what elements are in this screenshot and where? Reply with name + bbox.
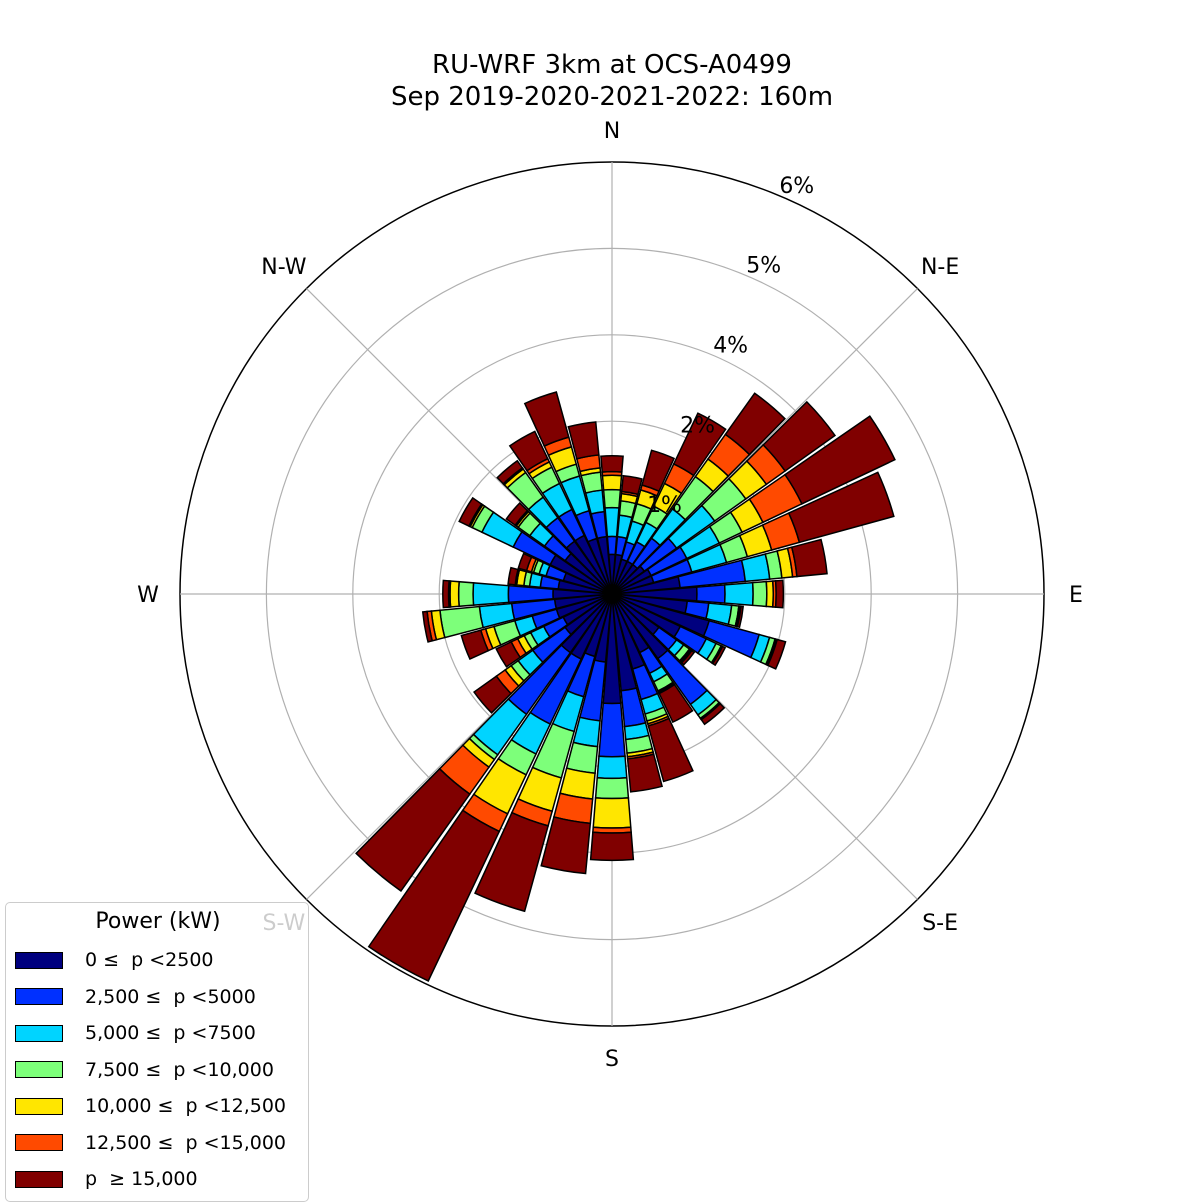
- legend-label: 7,500 ≤ p <10,000: [85, 1058, 274, 1081]
- radial-tick-label: 4%: [713, 334, 748, 359]
- bar-dir-260-bin-6: [421, 610, 434, 643]
- bar-dir-310-bin-6: [505, 501, 529, 527]
- legend-entry: 12,500 ≤ p <15,000: [15, 1132, 286, 1154]
- bar-dir-200-bin-6: [474, 811, 550, 913]
- bar-dir-120-bin-6: [711, 645, 727, 667]
- bar-dir-0-bin-3: [602, 488, 622, 509]
- bar-dir-270-bin-6: [442, 579, 450, 609]
- bar-dir-220-bin-6: [355, 767, 471, 893]
- bar-dir-190-bin-6: [540, 816, 592, 875]
- legend: Power (kW) 0 ≤ p <2500 2,500 ≤ p <5000 5,0…: [5, 902, 309, 1202]
- bar-dir-50-bin-6: [762, 400, 837, 473]
- bars: [355, 391, 896, 982]
- legend-label: 12,500 ≤ p <15,000: [85, 1131, 287, 1154]
- radial-tick-label: 6%: [779, 174, 814, 199]
- bar-dir-20-bin-6: [641, 449, 676, 493]
- bar-dir-180-bin-3: [594, 776, 630, 800]
- bar-dir-0-bin-2: [604, 506, 620, 538]
- legend-label: 2,500 ≤ p <5000: [85, 985, 256, 1008]
- bar-dir-180-bin-4: [592, 797, 632, 829]
- bar-dir-160-bin-6: [647, 717, 694, 783]
- bar-dir-90-bin-1: [695, 584, 726, 604]
- bar-dir-130-bin-6: [680, 649, 696, 666]
- legend-swatch: [15, 1170, 63, 1188]
- legend-swatch: [15, 1134, 63, 1151]
- bar-dir-230-bin-6: [473, 675, 513, 714]
- bar-dir-300-bin-6: [458, 496, 483, 528]
- legend-entry: 0 ≤ p <2500: [15, 949, 214, 971]
- legend-entry: 7,500 ≤ p <10,000: [15, 1059, 274, 1081]
- radial-tick-label: 1%: [647, 493, 682, 518]
- bar-dir-270-bin-4: [449, 580, 460, 608]
- bar-dir-330-bin-6: [508, 430, 549, 472]
- bar-dir-80-bin-2: [740, 553, 771, 583]
- legend-swatch: [15, 1061, 63, 1078]
- bar-dir-70-bin-6: [787, 471, 895, 544]
- bar-dir-180-bin-1: [598, 702, 626, 758]
- direction-label-e: E: [1069, 583, 1083, 608]
- legend-label: p ≥ 15,000: [85, 1168, 198, 1190]
- legend-entry: 10,000 ≤ p <12,500: [15, 1095, 286, 1117]
- bar-dir-150-bin-6: [658, 683, 694, 724]
- legend-entry: p ≥ 15,000: [15, 1168, 198, 1190]
- legend-label: 10,000 ≤ p <12,500: [85, 1095, 287, 1117]
- bar-dir-100-bin-6: [736, 605, 744, 629]
- legend-entry: 2,500 ≤ p <5000: [15, 986, 256, 1008]
- bar-dir-280-bin-6: [507, 566, 519, 586]
- bar-dir-250-bin-6: [460, 629, 490, 661]
- bar-dir-240-bin-6: [495, 640, 522, 668]
- legend-swatch: [15, 988, 63, 1005]
- bar-dir-180-bin-6: [589, 831, 635, 862]
- legend-swatch: [15, 951, 63, 969]
- legend-label: 0 ≤ p <2500: [85, 949, 214, 971]
- bar-dir-40-bin-6: [724, 392, 786, 456]
- direction-label-s-e: S-E: [922, 911, 958, 936]
- legend-title: Power (kW): [95, 909, 221, 934]
- radial-tick-label: 5%: [746, 254, 781, 279]
- radial-tick-labels: 1% 2% 4% 5% 6%: [647, 174, 814, 518]
- radial-tick-label: 2%: [680, 413, 715, 438]
- bar-dir-110-bin-6: [766, 638, 787, 670]
- bar-dir-340-bin-6: [523, 391, 570, 448]
- bar-dir-140-bin-6: [700, 702, 726, 726]
- bar-dir-90-bin-6: [774, 579, 785, 609]
- bar-dir-210-bin-6: [367, 809, 501, 982]
- bar-dir-180-bin-2: [596, 755, 628, 780]
- legend-label: 5,000 ≤ p <7500: [85, 1022, 256, 1044]
- direction-label-s: S: [605, 1047, 619, 1072]
- direction-label-n-w: N-W: [261, 255, 307, 280]
- bar-dir-270-bin-2: [472, 582, 510, 606]
- legend-entry: 5,000 ≤ p <7500: [15, 1022, 256, 1044]
- bar-dir-0-bin-6: [600, 455, 624, 473]
- bar-dir-10-bin-6: [620, 474, 643, 496]
- bar-dir-320-bin-6: [496, 459, 524, 485]
- bar-dir-80-bin-6: [790, 538, 828, 578]
- bar-dir-0-bin-1: [606, 535, 618, 556]
- bar-dir-30-bin-6: [672, 412, 727, 477]
- bar-dir-60-bin-6: [784, 415, 896, 505]
- legend-swatch: [15, 1024, 63, 1042]
- direction-label-w: W: [137, 583, 159, 608]
- chart-title-line-2: Sep 2019-2020-2021-2022: 160m: [390, 82, 834, 112]
- chart-title-line-1: RU-WRF 3km at OCS-A0499: [432, 50, 792, 80]
- bar-dir-170-bin-6: [626, 753, 664, 793]
- bar-dir-350-bin-6: [567, 421, 600, 460]
- bar-dir-0-bin-4: [601, 474, 623, 491]
- direction-label-n-e: N-E: [921, 255, 959, 280]
- direction-label-n: N: [604, 119, 620, 144]
- bar-dir-290-bin-6: [517, 552, 533, 572]
- bar-dir-90-bin-4: [765, 580, 775, 608]
- bar-dir-270-bin-3: [457, 580, 475, 608]
- bar-dir-90-bin-2: [723, 581, 754, 607]
- bar-dir-90-bin-3: [751, 580, 768, 608]
- legend-swatch: [15, 1097, 63, 1115]
